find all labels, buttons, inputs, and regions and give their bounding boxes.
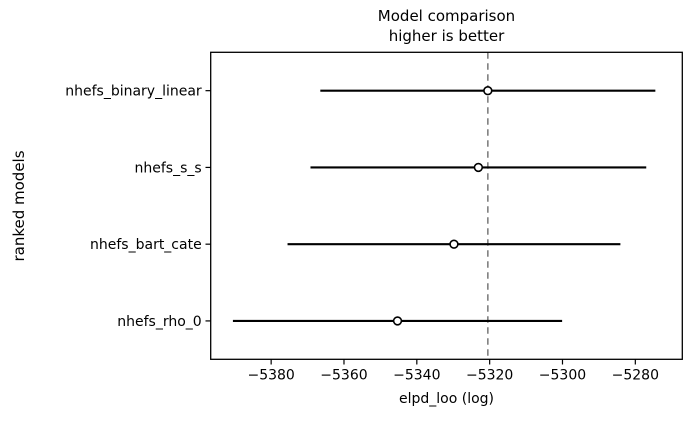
elpd-marker xyxy=(473,162,484,173)
x-axis-label: elpd_loo (log) xyxy=(398,391,494,407)
chart-title-line2: higher is better xyxy=(388,27,505,45)
y-tick-label: nhefs_bart_cate xyxy=(90,237,202,253)
elpd-marker xyxy=(392,316,403,326)
y-tick-label: nhefs_binary_linear xyxy=(65,84,202,100)
y-tick-label: nhefs_s_s xyxy=(135,160,202,176)
x-tick-label: −5300 xyxy=(539,367,586,383)
elpd-marker xyxy=(483,85,493,96)
y-tick-label: nhefs_rho_0 xyxy=(117,314,201,330)
x-tick-label: −5340 xyxy=(393,367,440,383)
plot-frame xyxy=(210,51,683,360)
elpd-marker xyxy=(449,239,459,249)
chart-title: Model comparison higher is better xyxy=(211,6,682,46)
x-tick-label: −5280 xyxy=(612,367,659,383)
chart-title-line1: Model comparison xyxy=(377,7,516,25)
x-tick-label: −5320 xyxy=(466,367,513,383)
x-tick-label: −5360 xyxy=(320,367,367,383)
x-tick-label: −5380 xyxy=(247,367,294,383)
